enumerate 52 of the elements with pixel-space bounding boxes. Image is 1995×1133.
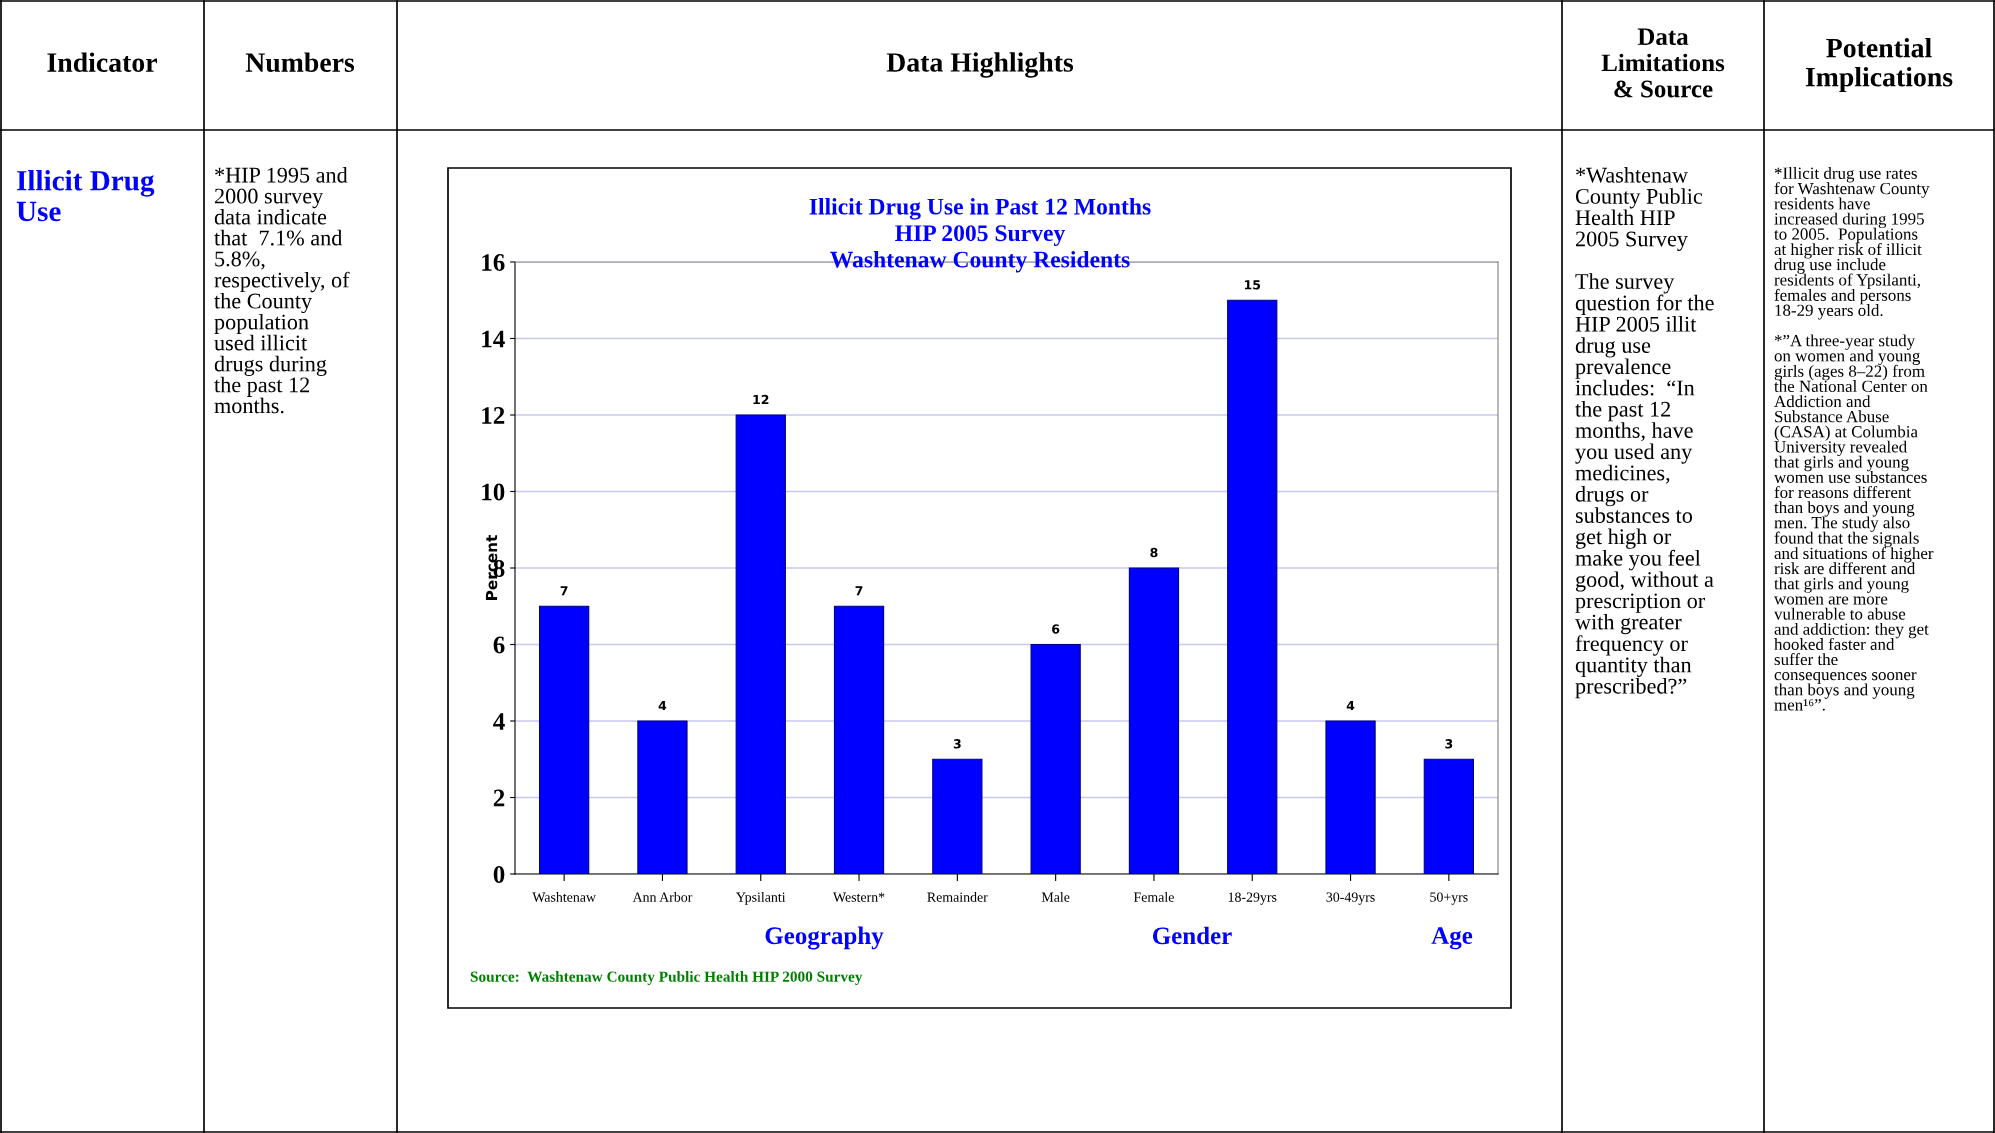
y-tick-label: 4 xyxy=(493,713,505,730)
bar xyxy=(1325,720,1376,874)
x-tick-label: Ypsilanti xyxy=(736,892,786,905)
bar xyxy=(539,605,590,874)
source-note: Source: Washtenaw County Public Health HIP 2000 Survey xyxy=(470,971,863,985)
bar xyxy=(1128,567,1180,874)
text: Indicator xyxy=(47,52,157,72)
y-tick-label: 16 xyxy=(482,254,505,271)
text: Data Highlights xyxy=(886,52,1074,78)
data-label: 15 xyxy=(1244,280,1261,290)
x-tick-label: Male xyxy=(1041,892,1070,902)
data-label: 12 xyxy=(753,394,769,405)
data-label: 4 xyxy=(658,700,667,711)
x-tick-label: 50+yrs xyxy=(1430,892,1468,905)
text: Gender xyxy=(1152,926,1232,945)
x-tick-label: Female xyxy=(1133,892,1174,902)
chart-title: Illicit Drug Use in Past 12 Months HIP 2005 Survey Washtenaw County Residents xyxy=(809,198,1151,273)
text: *Washtenaw County Public Health HIP 2005 Survey The survey question for the HIP 2005 illit drug use prevalence includes: “In the past 12 months, have you used any medicines, drugs or substances to get high or make you feel good, without a prescription or with greater frequency or quantity than prescribed?” xyxy=(1575,167,1714,699)
y-tick-label: 2 xyxy=(493,789,505,807)
bar xyxy=(1030,643,1081,874)
data-label: 8 xyxy=(1150,547,1158,558)
data-label: 3 xyxy=(1445,739,1453,749)
bar xyxy=(932,758,983,874)
data-label: 7 xyxy=(560,586,568,596)
x-tick-label: Ann Arbor xyxy=(632,892,693,902)
x-tick-label: Western* xyxy=(833,892,885,902)
text: Data Limitations & Source xyxy=(1601,28,1725,98)
y-tick-label: 0 xyxy=(493,866,505,883)
text: *Illicit drug use rates for Washtenaw County residents have increased during 1995 to 2005. Populations at higher risk of illicit drug use include residents of Ypsilanti, females and persons 18-29 years old. *”A three-year study on women and young girls (ages 8–22) from the National Center on Addiction and Substance Abuse (CASA) at Columbia University revealed that girls and young women use substances for reasons different than boys and young men. The study also found that the signals and situations of higher risk are different and that girls and young women are more vulnerable to abuse and addiction: they get hooked faster and suffer the consequences sooner than boys and young men¹⁶”. xyxy=(1774,167,1934,711)
bar xyxy=(637,720,688,874)
x-tick-label: Washtenaw xyxy=(532,892,596,902)
data-label: 4 xyxy=(1346,700,1355,711)
text: Geography xyxy=(765,926,884,950)
text: Potential Implications xyxy=(1805,37,1953,93)
y-tick-label: 6 xyxy=(493,636,505,654)
data-label: 3 xyxy=(953,739,961,749)
bar xyxy=(833,605,885,874)
data-label: 6 xyxy=(1052,624,1060,634)
text: Illicit Drug Use xyxy=(16,170,155,222)
x-tick-label: 18-29yrs xyxy=(1228,892,1277,905)
y-tick-label: 10 xyxy=(482,483,505,501)
text: Age xyxy=(1431,927,1473,950)
y-tick-label: 12 xyxy=(482,407,505,424)
bar xyxy=(735,414,786,874)
text: *HIP 1995 and 2000 survey data indicate that 7.1% and 5.8%, respectively, of the County population used illicit drugs during the past 12 months. xyxy=(214,167,350,414)
y-tick-label: 14 xyxy=(482,330,505,348)
x-tick-label: Remainder xyxy=(927,892,988,902)
data-label: 7 xyxy=(855,586,863,596)
bar xyxy=(1227,299,1278,874)
bar xyxy=(1423,758,1474,874)
text: Numbers xyxy=(245,52,355,73)
x-tick-label: 30-49yrs xyxy=(1326,892,1375,905)
